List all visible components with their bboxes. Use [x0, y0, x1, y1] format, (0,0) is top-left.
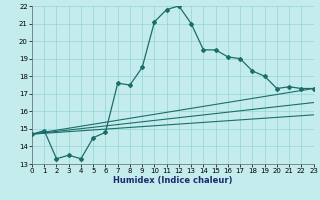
- X-axis label: Humidex (Indice chaleur): Humidex (Indice chaleur): [113, 176, 233, 185]
